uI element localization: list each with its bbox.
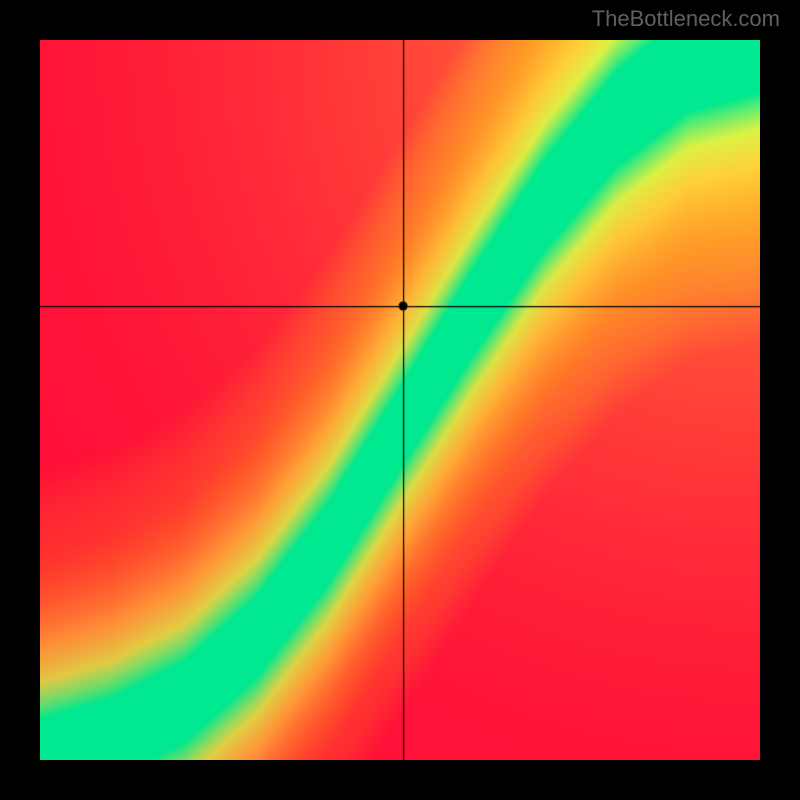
watermark-text: TheBottleneck.com — [592, 6, 780, 32]
heatmap-plot — [40, 40, 760, 760]
heatmap-canvas — [40, 40, 760, 760]
